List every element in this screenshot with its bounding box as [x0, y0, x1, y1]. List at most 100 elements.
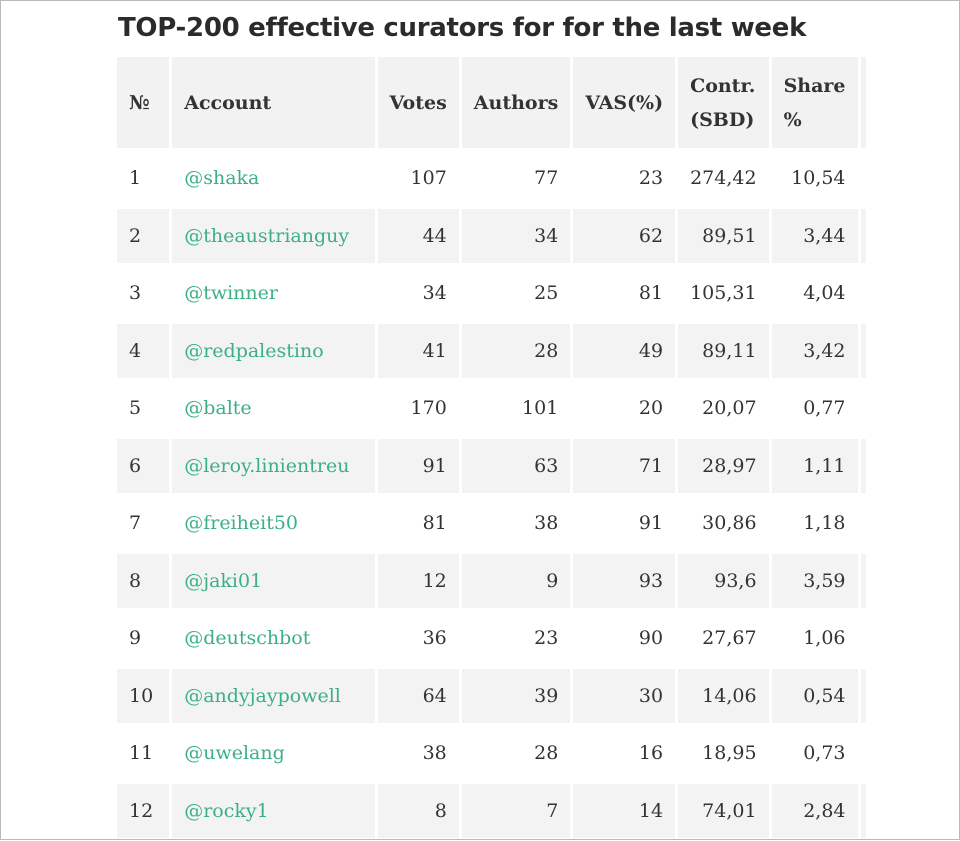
votes-cell: 81: [377, 496, 459, 551]
overflow-cell: [860, 553, 866, 608]
account-link[interactable]: @rocky1: [184, 799, 269, 822]
rank-cell: 3: [117, 266, 170, 321]
rank-cell: 12: [117, 783, 170, 838]
table-row: 5 @balte 170 101 20 20,07 0,77: [117, 381, 866, 436]
contribution-cell: 93,6: [678, 553, 769, 608]
account-link[interactable]: @andyjaypowell: [184, 684, 341, 707]
header-vas[interactable]: VAS(%): [573, 57, 676, 148]
overflow-cell: [860, 496, 866, 551]
table-row: 12 @rocky1 8 7 14 74,01 2,84: [117, 783, 866, 838]
authors-cell: 28: [461, 323, 571, 378]
rank-cell: 6: [117, 438, 170, 493]
header-row: № Account Votes Authors VAS(%) Contr. (SB…: [117, 57, 866, 148]
account-link[interactable]: @jaki01: [184, 569, 263, 592]
share-cell: 1,06: [771, 611, 858, 666]
contribution-cell: 18,95: [678, 726, 769, 781]
account-cell: @balte: [172, 381, 375, 436]
share-cell: 3,44: [771, 208, 858, 263]
table-header: № Account Votes Authors VAS(%) Contr. (SB…: [117, 57, 866, 148]
header-share[interactable]: Share%: [771, 57, 858, 148]
overflow-cell: [860, 323, 866, 378]
account-link[interactable]: @shaka: [184, 167, 260, 190]
votes-cell: 38: [377, 726, 459, 781]
vas-cell: 90: [573, 611, 676, 666]
vas-cell: 93: [573, 553, 676, 608]
account-cell: @leroy.linientreu: [172, 438, 375, 493]
rank-cell: 4: [117, 323, 170, 378]
authors-cell: 7: [461, 783, 571, 838]
vas-cell: 16: [573, 726, 676, 781]
votes-cell: 41: [377, 323, 459, 378]
contribution-cell: 89,51: [678, 208, 769, 263]
table-row: 1 @shaka 107 77 23 274,42 10,54: [117, 151, 866, 206]
authors-cell: 39: [461, 668, 571, 723]
contribution-cell: 27,67: [678, 611, 769, 666]
account-link[interactable]: @uwelang: [184, 742, 285, 765]
vas-cell: 81: [573, 266, 676, 321]
votes-cell: 12: [377, 553, 459, 608]
account-link[interactable]: @deutschbot: [184, 627, 311, 650]
account-cell: @shaka: [172, 151, 375, 206]
vas-cell: 62: [573, 208, 676, 263]
vas-cell: 20: [573, 381, 676, 436]
table-row: 9 @deutschbot 36 23 90 27,67 1,06: [117, 611, 866, 666]
account-cell: @jaki01: [172, 553, 375, 608]
votes-cell: 107: [377, 151, 459, 206]
share-cell: 1,11: [771, 438, 858, 493]
header-overflow-column: [860, 57, 866, 148]
overflow-cell: [860, 208, 866, 263]
account-link[interactable]: @leroy.linientreu: [184, 454, 350, 477]
rank-cell: 7: [117, 496, 170, 551]
account-cell: @freiheit50: [172, 496, 375, 551]
share-cell: 3,42: [771, 323, 858, 378]
authors-cell: 34: [461, 208, 571, 263]
header-authors[interactable]: Authors: [461, 57, 571, 148]
account-link[interactable]: @balte: [184, 397, 252, 420]
contribution-cell: 89,11: [678, 323, 769, 378]
account-cell: @theaustrianguy: [172, 208, 375, 263]
account-link[interactable]: @redpalestino: [184, 339, 324, 362]
table-body: 1 @shaka 107 77 23 274,42 10,54 2 @theau…: [117, 151, 866, 838]
rank-cell: 10: [117, 668, 170, 723]
share-cell: 4,04: [771, 266, 858, 321]
votes-cell: 91: [377, 438, 459, 493]
authors-cell: 28: [461, 726, 571, 781]
rank-cell: 9: [117, 611, 170, 666]
contribution-cell: 105,31: [678, 266, 769, 321]
contribution-cell: 28,97: [678, 438, 769, 493]
authors-cell: 77: [461, 151, 571, 206]
vas-cell: 91: [573, 496, 676, 551]
overflow-cell: [860, 726, 866, 781]
votes-cell: 34: [377, 266, 459, 321]
authors-cell: 25: [461, 266, 571, 321]
header-votes[interactable]: Votes: [377, 57, 459, 148]
account-link[interactable]: @twinner: [184, 282, 278, 305]
share-cell: 3,59: [771, 553, 858, 608]
header-contribution[interactable]: Contr. (SBD): [678, 57, 769, 148]
authors-cell: 38: [461, 496, 571, 551]
share-cell: 0,77: [771, 381, 858, 436]
overflow-cell: [860, 611, 866, 666]
account-cell: @uwelang: [172, 726, 375, 781]
table-row: 10 @andyjaypowell 64 39 30 14,06 0,54: [117, 668, 866, 723]
header-number[interactable]: №: [117, 57, 170, 148]
account-cell: @andyjaypowell: [172, 668, 375, 723]
contribution-cell: 74,01: [678, 783, 769, 838]
contribution-cell: 30,86: [678, 496, 769, 551]
header-account[interactable]: Account: [172, 57, 375, 148]
rank-cell: 8: [117, 553, 170, 608]
authors-cell: 9: [461, 553, 571, 608]
table-row: 4 @redpalestino 41 28 49 89,11 3,42: [117, 323, 866, 378]
vas-cell: 14: [573, 783, 676, 838]
account-link[interactable]: @freiheit50: [184, 512, 299, 535]
table-row: 2 @theaustrianguy 44 34 62 89,51 3,44: [117, 208, 866, 263]
overflow-cell: [860, 381, 866, 436]
table-row: 3 @twinner 34 25 81 105,31 4,04: [117, 266, 866, 321]
overflow-cell: [860, 668, 866, 723]
votes-cell: 64: [377, 668, 459, 723]
account-link[interactable]: @theaustrianguy: [184, 224, 350, 247]
contribution-cell: 274,42: [678, 151, 769, 206]
page-title: TOP-200 effective curators for for the l…: [118, 13, 807, 43]
account-cell: @twinner: [172, 266, 375, 321]
share-cell: 2,84: [771, 783, 858, 838]
